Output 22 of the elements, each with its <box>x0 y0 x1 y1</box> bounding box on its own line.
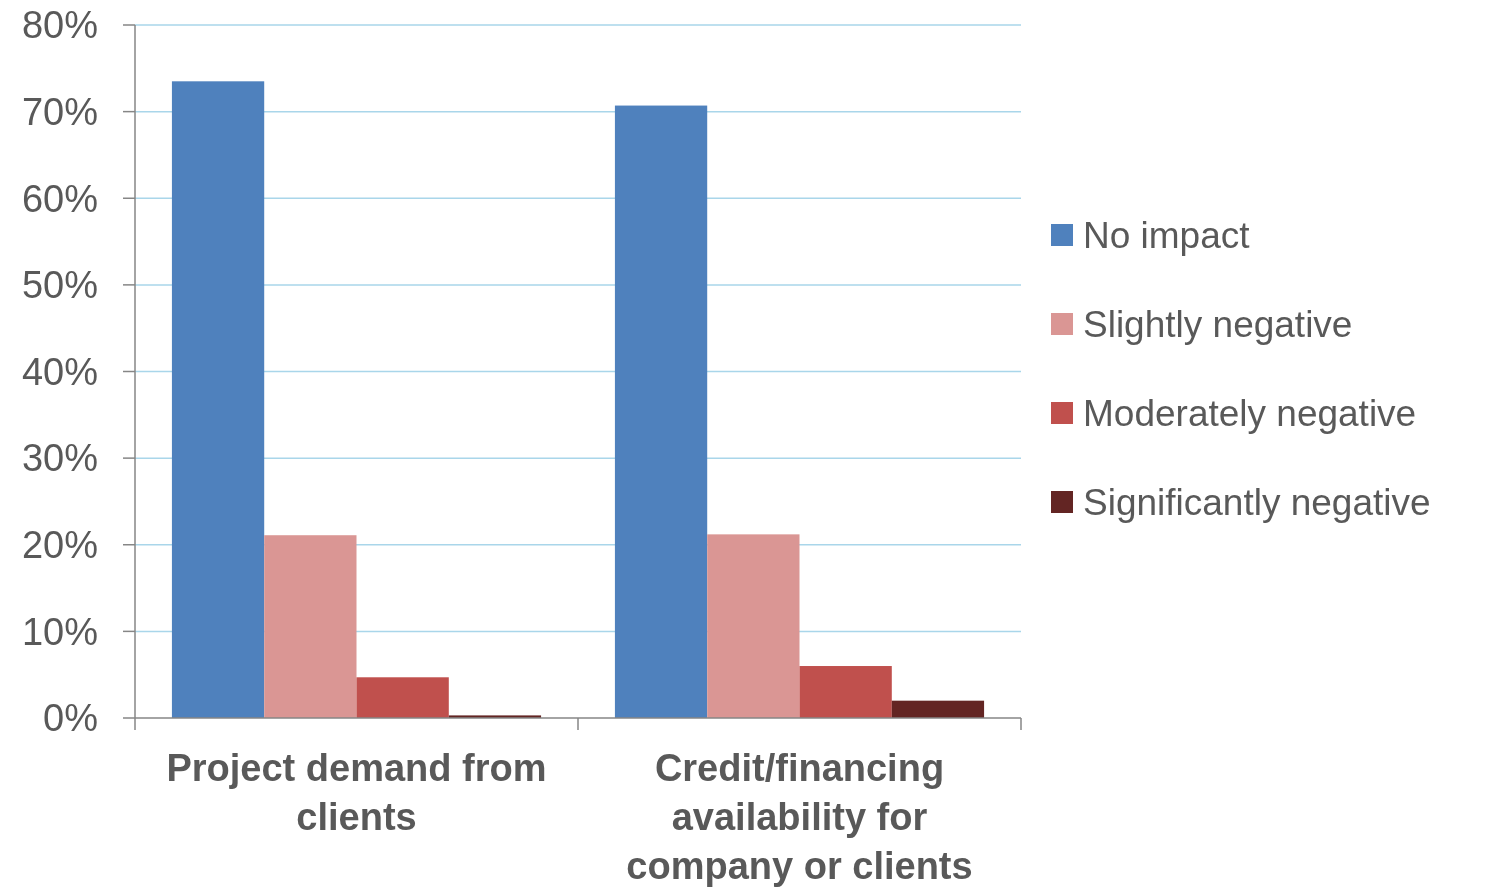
legend-label: No impact <box>1083 214 1251 256</box>
legend-label: Significantly negative <box>1083 481 1431 523</box>
bar <box>707 534 800 718</box>
bar <box>264 535 357 718</box>
y-tick-label: 50% <box>21 264 98 307</box>
x-tick-label: Credit/financing availability for company or clients <box>626 747 973 887</box>
bar <box>891 700 985 718</box>
bar <box>799 666 892 718</box>
y-tick-label: 20% <box>21 524 98 567</box>
y-tick-label: 10% <box>21 610 98 653</box>
legend-label: Moderately negative <box>1083 392 1417 434</box>
x-tick-label: Project demand from clients <box>166 747 547 838</box>
y-tick-label: 80% <box>21 4 98 47</box>
y-tick-label: 70% <box>21 90 98 133</box>
bar <box>356 677 449 718</box>
bar <box>614 105 708 718</box>
y-tick-label: 0% <box>43 697 98 740</box>
y-tick-label: 30% <box>21 437 98 480</box>
y-tick-label: 60% <box>21 177 98 220</box>
legend-label: Slightly negative <box>1083 303 1353 345</box>
bar <box>171 81 265 718</box>
y-tick-label: 40% <box>21 350 98 393</box>
